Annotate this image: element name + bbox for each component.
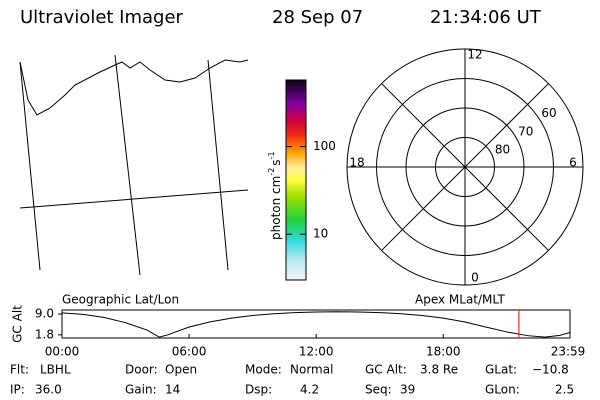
time: 21:34:06 UT: [430, 7, 542, 28]
status-value: Normal: [290, 363, 333, 377]
status-value: 14: [165, 383, 180, 397]
x-tick-label: 12:00: [299, 345, 334, 359]
status-value: 4.2: [300, 383, 319, 397]
title: Ultraviolet Imager: [20, 7, 184, 28]
status-value: 2.5: [555, 383, 574, 397]
colorbar-tick-label: 100: [313, 139, 336, 153]
status-value: LBHL: [40, 363, 71, 377]
y-tick-label: 1.8: [35, 327, 54, 341]
orbit-ylabel: GC Alt: [11, 305, 25, 343]
status-label: GLon:: [485, 383, 520, 397]
orbit-frame: [61, 309, 571, 339]
status-label: Dsp:: [245, 383, 272, 397]
status-value: −10.8: [532, 363, 569, 377]
status-value: 36.0: [35, 383, 62, 397]
status-label: Gain:: [125, 383, 157, 397]
date: 28 Sep 07: [272, 7, 363, 28]
status-label: Flt:: [10, 363, 29, 377]
mlt-label: 0: [471, 271, 479, 285]
status-value: 39: [400, 383, 415, 397]
lat-label: 80: [495, 142, 510, 156]
status-label: GLat:: [485, 363, 517, 377]
map-label: Geographic Lat/Lon: [62, 293, 179, 307]
status-label: IP:: [10, 383, 25, 397]
x-tick-label: 23:59: [551, 345, 586, 359]
status-value: Open: [165, 363, 197, 377]
colorbar-label: photon cm-2s-1: [267, 151, 283, 240]
mlt-label: 18: [349, 156, 364, 170]
status-value: 3.8 Re: [420, 363, 458, 377]
status-label: Seq:: [365, 383, 392, 397]
geo-map: [19, 54, 249, 276]
y-tick-label: 9.0: [35, 307, 54, 321]
x-tick-label: 00:00: [45, 345, 80, 359]
status-label: GC Alt:: [365, 363, 407, 377]
mlt-label: 6: [569, 156, 577, 170]
orbit-altitude: [61, 311, 571, 338]
polar-label: Apex MLat/MLT: [415, 293, 505, 307]
status-label: Mode:: [245, 363, 282, 377]
status-label: Door:: [125, 363, 158, 377]
mlt-label: 12: [467, 48, 482, 62]
lat-label: 60: [541, 106, 556, 120]
x-tick-label: 06:00: [172, 345, 207, 359]
colorbar-tick-label: 10: [313, 227, 328, 241]
x-tick-label: 18:00: [426, 345, 461, 359]
lat-label: 70: [518, 124, 533, 138]
colorbar: [285, 79, 307, 281]
